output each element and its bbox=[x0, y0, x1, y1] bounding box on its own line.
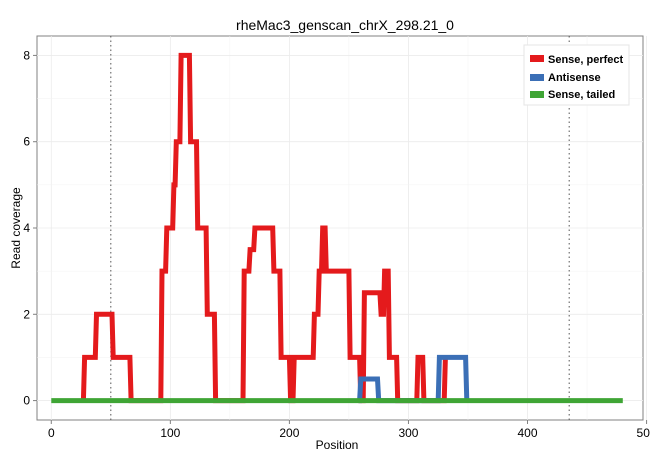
series-antisense bbox=[357, 354, 470, 404]
legend: Sense, perfect Antisense Sense, tailed bbox=[523, 44, 630, 106]
x-tick-label: 400 bbox=[517, 426, 537, 440]
legend-label-sense-tailed: Sense, tailed bbox=[548, 89, 615, 101]
y-tick-label: 0 bbox=[23, 394, 30, 408]
x-tick-label: 300 bbox=[398, 426, 418, 440]
x-tick-label: 100 bbox=[160, 426, 180, 440]
y-tick-label: 8 bbox=[23, 48, 30, 62]
legend-swatch-sense-tailed bbox=[530, 91, 544, 98]
series-sense-perfect bbox=[80, 52, 448, 404]
legend-swatch-sense-perfect bbox=[530, 55, 544, 62]
x-tick-label: 500 bbox=[637, 426, 650, 440]
y-tick-label: 2 bbox=[23, 307, 30, 321]
axis-ticks: 0 100 200 300 400 500 0 2 4 6 8 bbox=[23, 48, 650, 440]
y-tick-label: 4 bbox=[23, 221, 30, 235]
x-tick-label: 0 bbox=[48, 426, 55, 440]
x-axis-title: Position bbox=[316, 438, 359, 452]
y-tick-label: 6 bbox=[23, 135, 30, 149]
chart-title: rheMac3_genscan_chrX_298.21_0 bbox=[236, 17, 454, 33]
legend-label-antisense: Antisense bbox=[548, 72, 601, 84]
x-tick-label: 200 bbox=[279, 426, 299, 440]
series-lines bbox=[51, 52, 623, 404]
y-axis-title: Read coverage bbox=[9, 187, 23, 269]
legend-label-sense-perfect: Sense, perfect bbox=[548, 54, 624, 66]
legend-swatch-antisense bbox=[530, 74, 544, 81]
